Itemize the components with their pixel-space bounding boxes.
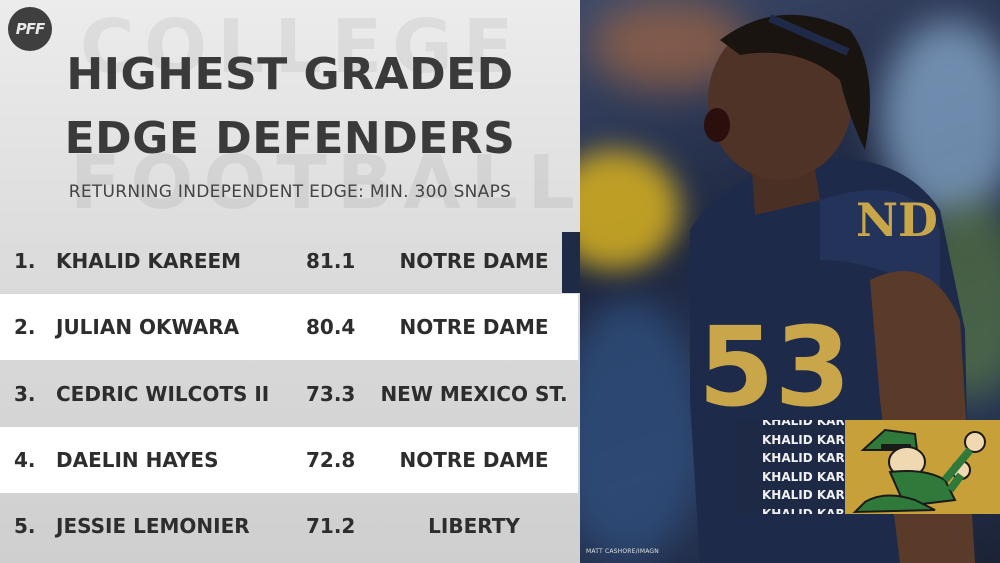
player-name-tag: KHALID KAREEM KHALID KAREEM KHALID KAREE…: [734, 420, 844, 514]
leprechaun-icon: [852, 428, 986, 514]
fighting-irish-logo: [845, 420, 1000, 514]
title-line-1: HIGHEST GRADED: [66, 49, 514, 100]
name-tag-line: KHALID KAREEM: [762, 451, 844, 465]
name-tag-line: KHALID KAREEM: [762, 420, 844, 428]
pff-logo: PFF: [8, 7, 52, 51]
ranking-row: 4. DAELIN HAYES 72.8 NOTRE DAME: [0, 427, 578, 493]
rank: 3.: [14, 382, 36, 406]
left-panel: COLLEGE FOOTBALL PFF HIGHEST GRADED EDGE…: [0, 0, 580, 563]
jersey-number: 53: [698, 303, 851, 431]
grade: 71.2: [306, 514, 356, 538]
grade: 80.4: [306, 315, 356, 339]
subtitle: RETURNING INDEPENDENT EDGE: MIN. 300 SNA…: [68, 182, 512, 202]
crowd-blur: [580, 150, 680, 270]
school: NEW MEXICO ST.: [380, 382, 568, 406]
highlight-accent-bar: [562, 232, 580, 293]
player-name: DAELIN HAYES: [56, 448, 219, 472]
grade: 73.3: [306, 382, 356, 406]
rank: 2.: [14, 315, 36, 339]
rank: 1.: [14, 249, 36, 273]
photo-credit: MATT CASHORE/IMAGN: [586, 548, 659, 555]
title-line-2: EDGE DEFENDERS: [64, 113, 516, 164]
school: NOTRE DAME: [399, 448, 549, 472]
background-word-college: COLLEGE: [80, 4, 524, 90]
nd-monogram-icon: ND: [856, 193, 938, 247]
background-word-football: FOOTBALL: [70, 140, 580, 226]
name-tag-line: KHALID KAREEM: [762, 469, 844, 484]
name-tag-line: KHALID KAREEM: [762, 432, 844, 447]
crowd-blur: [580, 300, 700, 560]
player-photo: 53 ND: [580, 0, 1000, 563]
grade: 72.8: [306, 448, 356, 472]
rank: 5.: [14, 514, 36, 538]
school: NOTRE DAME: [399, 315, 549, 339]
player-name: CEDRIC WILCOTS II: [56, 382, 270, 406]
grade: 81.1: [306, 249, 356, 273]
ranking-row: 1. KHALID KAREEM 81.1 NOTRE DAME: [0, 228, 578, 294]
name-tag-line: KHALID KAREEM: [762, 488, 844, 502]
school: LIBERTY: [428, 514, 520, 538]
name-tag-line: KHALID KAREEM: [762, 506, 844, 515]
ranking-row: 3. CEDRIC WILCOTS II 73.3 NEW MEXICO ST.: [0, 361, 578, 427]
mouth: [704, 108, 730, 142]
ranking-row: 5. JESSIE LEMONIER 71.2 LIBERTY: [0, 493, 578, 559]
player-name: JULIAN OKWARA: [56, 315, 240, 339]
player-name: KHALID KAREEM: [56, 249, 242, 273]
rank: 4.: [14, 448, 36, 472]
ranking-row: 2. JULIAN OKWARA 80.4 NOTRE DAME: [0, 294, 578, 360]
player-name: JESSIE LEMONIER: [56, 514, 250, 538]
school: NOTRE DAME: [399, 249, 549, 273]
